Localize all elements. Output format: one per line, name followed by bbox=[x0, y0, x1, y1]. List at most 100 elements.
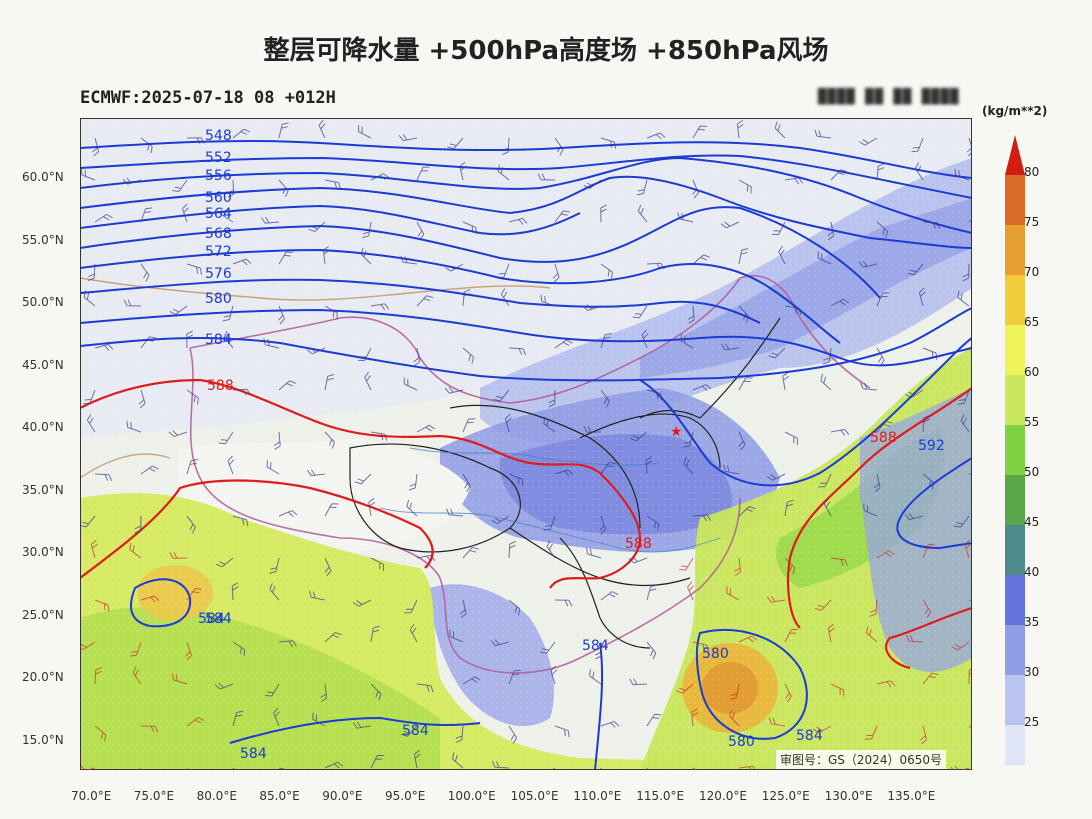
wind-barb-icon bbox=[232, 710, 244, 727]
wind-barb-icon bbox=[181, 203, 189, 223]
colorbar-tick-label: 60 bbox=[1024, 365, 1040, 379]
wind-barb-icon bbox=[138, 389, 146, 409]
contour-label-blue: 592 bbox=[918, 438, 945, 454]
wind-barb-icon bbox=[922, 599, 932, 618]
wind-barb-icon bbox=[227, 455, 235, 475]
contour-label-blue: 572 bbox=[205, 244, 232, 260]
wind-barb-icon bbox=[462, 676, 481, 685]
wind-barb-icon bbox=[370, 625, 380, 643]
wind-barb-icon bbox=[962, 263, 970, 282]
wind-barb-icon bbox=[140, 263, 150, 282]
wind-barb-icon bbox=[646, 132, 666, 140]
wind-barb-icon bbox=[600, 720, 620, 728]
colorbar-segment bbox=[1005, 675, 1025, 725]
wind-barb-icon bbox=[370, 303, 390, 311]
wind-barb-icon bbox=[830, 557, 848, 567]
colorbar-tick-label: 45 bbox=[1024, 515, 1040, 529]
wind-barb-icon bbox=[683, 431, 694, 448]
wind-barb-icon bbox=[451, 752, 464, 769]
wind-barb-icon bbox=[215, 557, 234, 568]
wind-barb-icon bbox=[768, 347, 786, 359]
wind-barb-icon bbox=[491, 515, 510, 525]
contour-label-blue: 584 bbox=[205, 611, 232, 627]
wind-barb-icon bbox=[140, 137, 153, 154]
wind-barb-icon bbox=[459, 599, 467, 619]
wind-barb-icon bbox=[269, 557, 280, 574]
latitude-label: 55.0°N bbox=[22, 233, 64, 247]
wind-barb-icon bbox=[370, 173, 390, 181]
weather-map: 548 552 556 560 564 568 572 576 580 584 592 584 584 5… bbox=[80, 118, 972, 770]
wind-barb-icon bbox=[646, 262, 665, 270]
contour-label-blue: 556 bbox=[205, 168, 232, 184]
wind-barb-icon bbox=[876, 347, 885, 366]
wind-barb-icon bbox=[185, 641, 193, 661]
wind-barb-icon bbox=[497, 164, 510, 181]
wind-barb-icon bbox=[455, 725, 464, 743]
wind-barb-icon bbox=[859, 137, 878, 146]
wind-barb-icon bbox=[784, 305, 802, 315]
blurred-watermark: ████ ██ ██ ████ bbox=[818, 89, 960, 105]
wind-barb-icon bbox=[784, 629, 799, 643]
wind-barb-icon bbox=[80, 168, 96, 181]
wind-barb-icon bbox=[129, 542, 142, 559]
wind-barb-icon bbox=[677, 212, 694, 223]
longitude-label: 135.0°E bbox=[887, 789, 936, 803]
wind-barb-icon bbox=[214, 682, 234, 690]
wind-barb-icon bbox=[308, 590, 326, 601]
wind-barb-icon bbox=[720, 221, 740, 229]
wind-barb-icon bbox=[312, 712, 326, 727]
wind-barb-icon bbox=[738, 635, 758, 643]
wind-barb-icon bbox=[546, 540, 556, 559]
wind-barb-icon bbox=[140, 725, 159, 733]
wind-barb-icon bbox=[132, 666, 142, 685]
wind-barb-icon bbox=[92, 137, 100, 157]
wind-barb-icon bbox=[324, 557, 332, 577]
wind-barb-icon bbox=[827, 221, 835, 241]
wind-barb-icon bbox=[954, 168, 970, 181]
colorbar-segment bbox=[1005, 175, 1025, 225]
contour-label-blue: 580 bbox=[702, 646, 729, 662]
wind-barb-icon bbox=[540, 294, 556, 307]
wind-barb-icon bbox=[186, 330, 194, 349]
wind-barb-icon bbox=[497, 263, 510, 279]
wind-barb-icon bbox=[554, 210, 571, 223]
contour-label-blue: 584 bbox=[240, 746, 267, 762]
wind-barb-icon bbox=[370, 755, 385, 769]
wind-barb-icon bbox=[550, 665, 558, 685]
wind-barb-icon bbox=[554, 469, 574, 477]
wind-barb-icon bbox=[413, 749, 421, 769]
wind-barb-icon bbox=[125, 767, 142, 770]
wind-barb-icon bbox=[632, 305, 648, 319]
longitude-label: 115.0°E bbox=[636, 789, 685, 803]
longitude-label: 95.0°E bbox=[385, 789, 426, 803]
wind-barb-icon bbox=[501, 137, 510, 156]
wind-barb-icon bbox=[416, 683, 434, 693]
latitude-label: 40.0°N bbox=[22, 420, 64, 434]
contour-label-blue: 576 bbox=[205, 266, 232, 282]
wind-barb-icon bbox=[220, 207, 234, 223]
wind-barb-icon bbox=[86, 414, 96, 433]
wind-barb-icon bbox=[278, 380, 296, 391]
wind-barb-icon bbox=[960, 414, 970, 433]
colorbar-segment bbox=[1005, 725, 1025, 765]
wind-barb-icon bbox=[720, 343, 740, 351]
wind-barb-icon bbox=[646, 515, 660, 531]
wind-barb-icon bbox=[232, 515, 249, 527]
wind-barb-icon bbox=[734, 557, 742, 577]
wind-barb-icon bbox=[687, 581, 694, 601]
wind-barb-icon bbox=[322, 245, 330, 265]
wind-barb-icon bbox=[122, 177, 142, 185]
wind-barb-icon bbox=[400, 725, 418, 737]
wind-barb-icon bbox=[629, 431, 648, 442]
wind-barb-icon bbox=[683, 457, 694, 475]
wind-barb-icon bbox=[537, 173, 556, 181]
wind-barb-icon bbox=[352, 599, 372, 607]
colorbar-tick-label: 65 bbox=[1024, 315, 1040, 329]
wind-barb-icon bbox=[687, 305, 695, 324]
wind-barb-icon bbox=[278, 767, 295, 770]
colorbar-tick-label: 25 bbox=[1024, 715, 1040, 729]
wind-barb-icon bbox=[169, 551, 188, 559]
wind-barb-icon bbox=[80, 641, 96, 651]
wind-barb-icon bbox=[403, 377, 418, 391]
wind-barb-icon bbox=[869, 599, 878, 617]
